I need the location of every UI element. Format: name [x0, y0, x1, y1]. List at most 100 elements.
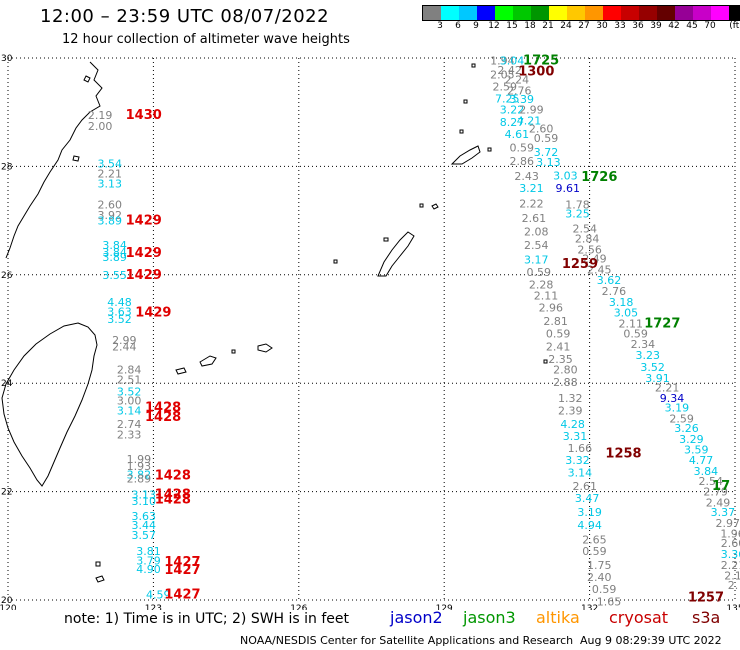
wave-height-value: 2.76 [602, 285, 627, 298]
colorbar-swatch [603, 6, 621, 20]
legend-jason3: jason3 [463, 608, 516, 627]
units-note: note: 1) Time is in UTC; 2) SWH is in fe… [64, 611, 350, 627]
colorbar-label: 36 [632, 21, 644, 31]
wave-height-map: 120 123 126 129 132 135 20 22 24 26 28 30 2.192.00 3… [0, 54, 740, 610]
wave-height-value: 3.89 [102, 251, 127, 264]
wave-height-value: 3.14 [117, 404, 142, 417]
pass-time-label: 1300 [518, 65, 554, 80]
wave-height-value: 2.45 [587, 263, 612, 276]
wave-height-value: 0.59 [546, 327, 571, 340]
wave-height-value: 2.11 [534, 289, 559, 302]
wave-height-value: 2.84 [575, 232, 600, 245]
wave-height-value: 3.52 [640, 361, 665, 374]
colorbar-swatch [423, 6, 441, 20]
wave-height-value: 3.92 [98, 209, 123, 222]
colorbar-swatch [477, 6, 495, 20]
map-title: 12:00 – 23:59 UTC 08/07/2022 [40, 6, 330, 27]
wave-height-value: 9.61 [556, 182, 581, 195]
wave-height-value: 4.59 [146, 589, 171, 602]
generation-timestamp: Aug 9 08:29:39 UTC 2022 [580, 634, 722, 647]
wave-height-value: 9.34 [660, 392, 685, 405]
wave-height-value: 2.41 [546, 340, 571, 353]
wave-height-value: 3.79 [136, 554, 161, 567]
wave-height-value: 1.66 [568, 442, 593, 455]
small-island [419, 203, 424, 208]
wave-height-value: 2. [728, 579, 739, 592]
pass-time-label: 17 [712, 479, 730, 494]
colorbar-label: 27 [578, 21, 590, 31]
colorbar-label: 24 [560, 21, 572, 31]
wave-height-value: 3.37 [711, 506, 736, 519]
colorbar-label: 15 [506, 21, 518, 31]
wave-height-value: 2.79 [703, 486, 728, 499]
wave-height-value: 2.34 [631, 338, 656, 351]
batanes-island [95, 575, 105, 583]
wave-height-value: 2.11 [619, 318, 644, 331]
pass-time-label: 1427 [164, 563, 200, 578]
lon-tick-label: 135 [726, 604, 740, 610]
wave-height-value: 3.10 [131, 495, 156, 508]
colorbar-swatch [549, 6, 567, 20]
lon-tick-label: 129 [436, 604, 453, 610]
wave-height-value: 1.93 [127, 460, 152, 473]
pass-time-label: 1429 [126, 268, 162, 283]
wave-height-value: 3.57 [131, 529, 156, 542]
colorbar-swatch [513, 6, 531, 20]
legend-jason2: jason2 [390, 608, 443, 627]
taiwan-coastline [1, 322, 98, 487]
wave-height-value: 2.89 [127, 473, 152, 486]
legend-altika: altika [536, 608, 580, 627]
colorbar-swatch [459, 6, 477, 20]
pass-time-label: 1725 [523, 54, 559, 69]
wave-height-value: 2.54 [573, 223, 598, 236]
wave-height-value: 3.21 [519, 182, 544, 195]
wave-height-value: 2.61 [573, 480, 598, 493]
china-coastline [5, 61, 103, 259]
wave-height-value: 3.55 [102, 269, 127, 282]
colorbar-label: 21 [542, 21, 554, 31]
wave-height-value: 4.28 [560, 418, 585, 431]
wave-height-value: 3.25 [565, 208, 590, 221]
colorbar-swatch [693, 6, 711, 20]
colorbar-label: 33 [614, 21, 626, 31]
wave-height-points: 2.192.003.542.213.132.603.923.893.843.84… [88, 55, 740, 609]
wave-height-value: 2.99 [519, 103, 544, 116]
wave-height-value: 3.36 [721, 548, 740, 561]
wave-height-value: 1.75 [587, 559, 612, 572]
pass-time-label: 1258 [605, 447, 641, 462]
lon-tick-label: 123 [145, 604, 162, 610]
wave-height-value: 2.21 [98, 167, 123, 180]
wave-height-value: 2.81 [543, 315, 568, 328]
wave-height-value: 3.18 [609, 296, 634, 309]
credit-line: NOAA/NESDIS Center for Satellite Applica… [240, 634, 574, 647]
wave-height-value: 2.56 [577, 243, 602, 256]
wave-height-value: 2.21 [721, 559, 740, 572]
pass-time-label: 1429 [135, 306, 171, 321]
wave-height-value: 4.61 [505, 128, 530, 141]
wave-height-value: 3.19 [665, 402, 690, 415]
wave-height-value: 0.59 [592, 583, 617, 596]
wave-height-value: 3.29 [679, 433, 704, 446]
map-subtitle: 12 hour collection of altimeter wave hei… [62, 32, 350, 47]
wave-height-value: 0.59 [526, 266, 551, 279]
wave-height-value: 2.43 [514, 170, 539, 183]
wave-height-value: 3.13 [536, 156, 561, 169]
colorbar-swatch [639, 6, 657, 20]
wave-height-value: 2.08 [524, 225, 549, 238]
pass-time-label: 1430 [126, 108, 162, 123]
tokara-island [471, 63, 476, 68]
wave-height-value: 3.52 [117, 385, 142, 398]
wave-height-value: 2.59 [669, 412, 694, 425]
wave-height-value: 2.39 [558, 404, 583, 417]
pass-time-label: 1427 [164, 588, 200, 603]
colorbar-label: 42 [668, 21, 680, 31]
pass-time-label: 1429 [126, 214, 162, 229]
small-island [431, 203, 439, 210]
wave-height-value: 1.32 [558, 392, 583, 405]
colorbar-swatch [567, 6, 585, 20]
lon-tick-label: 120 [0, 604, 17, 610]
lat-tick-label: 26 [1, 271, 13, 281]
wave-height-value: 2.22 [519, 197, 544, 210]
wave-height-value: 2.40 [587, 571, 612, 584]
china-island [72, 155, 80, 162]
